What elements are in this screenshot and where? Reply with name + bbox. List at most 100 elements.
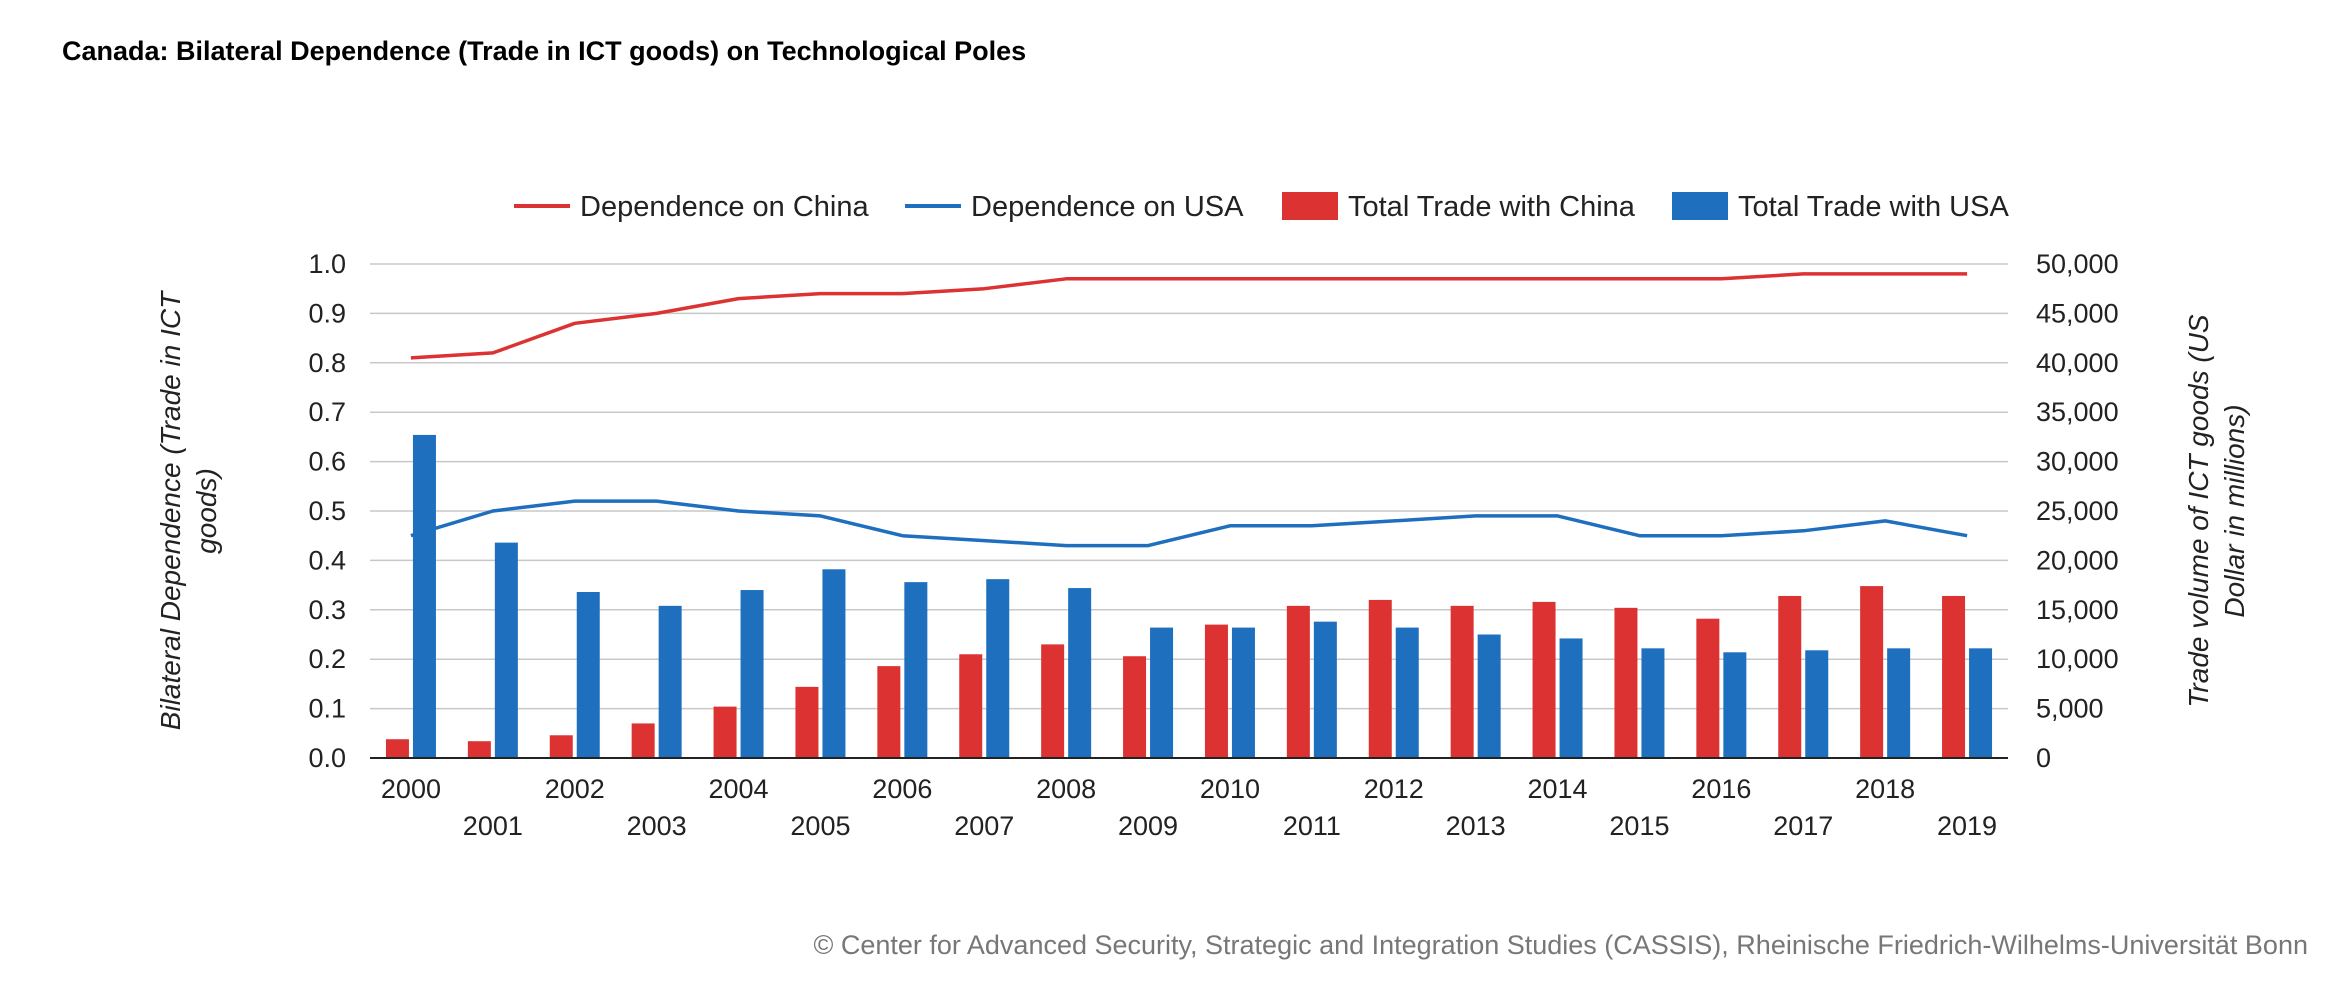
bar-usa <box>576 592 600 758</box>
bar-china <box>713 706 737 758</box>
bar-china <box>1041 644 1065 758</box>
x-tick-label: 2010 <box>1200 774 1260 804</box>
y-axis-right-title: Trade volume of ICT goods (US Dollar in m… <box>2183 314 2250 708</box>
bar-china <box>385 739 409 758</box>
bar-china <box>877 666 901 758</box>
legend-label: Dependence on USA <box>971 191 1244 223</box>
copyright-credit: © Center for Advanced Security, Strategi… <box>813 930 2308 960</box>
bar-china <box>467 741 491 758</box>
bar-china <box>1778 595 1802 758</box>
line-dependence-usa <box>410 499 1968 548</box>
y-axis-left-title: Bilateral Dependence (Trade in ICT goods) <box>155 290 222 730</box>
bar-usa <box>1805 650 1829 758</box>
bar-usa <box>1477 634 1501 758</box>
legend-item: Dependence on China <box>514 191 869 223</box>
bar-china <box>959 654 983 758</box>
legend: Dependence on China Dependence on USA Tota… <box>514 191 2009 223</box>
y-right-tick-label: 25,000 <box>2036 496 2119 526</box>
line-marks <box>410 272 1968 548</box>
bar-china <box>1696 618 1720 758</box>
bar-china <box>1204 624 1228 758</box>
x-tick-label: 2001 <box>463 811 523 841</box>
bar-china <box>1123 656 1147 758</box>
x-tick-label: 2013 <box>1446 811 1506 841</box>
bar-china <box>1368 599 1392 758</box>
y-left-tick-label: 0.1 <box>308 694 346 724</box>
bar-usa <box>412 434 436 758</box>
bar-china <box>1614 607 1638 758</box>
bar-china <box>1942 595 1966 758</box>
legend-swatch <box>1282 192 1338 220</box>
legend-label: Dependence on China <box>580 191 869 223</box>
y-axis-left: 0.0 0.1 0.2 0.3 0.4 0.5 0.6 0.7 0.8 0.9 1.0 <box>308 249 346 773</box>
legend-label: Total Trade with China <box>1348 191 1636 223</box>
legend-item: Total Trade with USA <box>1672 191 2009 223</box>
bar-usa <box>1150 627 1174 758</box>
chart-title: Canada: Bilateral Dependence (Trade in I… <box>62 36 1027 66</box>
y-right-tick-label: 50,000 <box>2036 249 2119 279</box>
y-left-tick-label: 0.7 <box>308 397 346 427</box>
y-right-tick-label: 0 <box>2036 743 2051 773</box>
bar-usa <box>986 579 1010 758</box>
legend-item: Total Trade with China <box>1282 191 1636 223</box>
bar-usa <box>658 605 682 758</box>
gridlines <box>370 263 2008 710</box>
x-tick-label: 2008 <box>1036 774 1096 804</box>
bar-china <box>549 735 573 758</box>
x-tick-label: 2002 <box>545 774 605 804</box>
bar-usa <box>1887 648 1911 758</box>
bar-usa <box>1641 648 1665 758</box>
line-dependence-china <box>410 272 1968 360</box>
legend-item: Dependence on USA <box>905 191 1244 223</box>
bar-usa <box>904 582 928 758</box>
y-right-tick-label: 20,000 <box>2036 545 2119 575</box>
y-left-tick-label: 0.8 <box>308 348 346 378</box>
y-right-tick-label: 45,000 <box>2036 298 2119 328</box>
y-left-tick-label: 1.0 <box>308 249 346 279</box>
bar-marks <box>385 434 1993 758</box>
bar-usa <box>1395 627 1419 758</box>
bar-usa <box>494 542 518 758</box>
bar-usa <box>740 590 764 758</box>
y-right-tick-label: 40,000 <box>2036 348 2119 378</box>
y-left-tick-label: 0.3 <box>308 595 346 625</box>
bar-usa <box>822 569 846 758</box>
x-tick-label: 2016 <box>1691 774 1751 804</box>
bar-usa <box>1559 638 1583 758</box>
x-tick-label: 2007 <box>954 811 1014 841</box>
bar-usa <box>1969 648 1993 758</box>
x-axis: 2000 2001 2002 2003 2004 2005 2006 2007 2008 2009… <box>370 757 2008 841</box>
y-left-tick-label: 0.9 <box>308 298 346 328</box>
bar-china <box>795 686 819 758</box>
y-left-tick-label: 0.6 <box>308 447 346 477</box>
x-tick-label: 2006 <box>872 774 932 804</box>
x-tick-label: 2015 <box>1609 811 1669 841</box>
x-tick-label: 2012 <box>1364 774 1424 804</box>
bar-china <box>631 723 655 758</box>
bar-usa <box>1231 627 1255 758</box>
y-left-tick-label: 0.5 <box>308 496 346 526</box>
y-left-tick-label: 0.0 <box>308 743 346 773</box>
legend-swatch <box>1672 192 1728 220</box>
x-tick-label: 2019 <box>1937 811 1997 841</box>
x-tick-label: 2011 <box>1283 811 1341 841</box>
x-tick-label: 2009 <box>1118 811 1178 841</box>
bar-china <box>1286 605 1310 758</box>
y-axis-right: 0 5,000 10,000 15,000 20,000 25,000 30,000 35,0… <box>2036 249 2119 773</box>
bar-china <box>1860 586 1884 758</box>
bar-usa <box>1313 621 1337 758</box>
bar-usa <box>1723 652 1747 758</box>
y-right-tick-label: 10,000 <box>2036 644 2119 674</box>
y-right-tick-label: 15,000 <box>2036 595 2119 625</box>
x-tick-label: 2014 <box>1528 774 1588 804</box>
y-right-tick-label: 30,000 <box>2036 447 2119 477</box>
bar-china <box>1532 601 1556 758</box>
x-tick-label: 2003 <box>627 811 687 841</box>
x-tick-label: 2017 <box>1773 811 1833 841</box>
y-right-tick-label: 35,000 <box>2036 397 2119 427</box>
legend-label: Total Trade with USA <box>1738 191 2009 223</box>
y-left-tick-label: 0.2 <box>308 644 346 674</box>
x-tick-label: 2004 <box>709 774 769 804</box>
bar-usa <box>1068 588 1092 758</box>
